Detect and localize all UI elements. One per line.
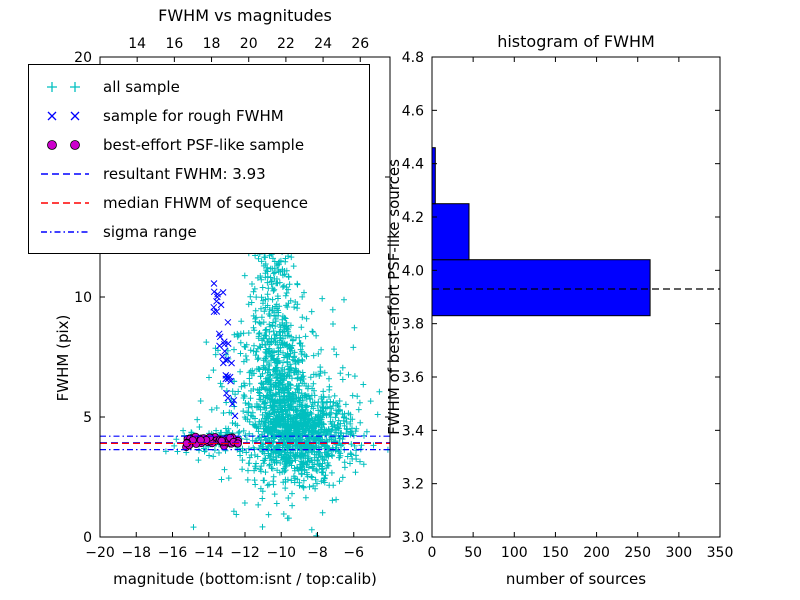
right-axes-frame bbox=[431, 56, 721, 538]
tick-label: 150 bbox=[542, 545, 569, 561]
tick-label: −14 bbox=[194, 545, 224, 561]
tick-label: 350 bbox=[707, 545, 734, 561]
tick-label: 4.2 bbox=[402, 210, 424, 226]
left-yaxis-label: FWHM (pix) bbox=[54, 314, 72, 402]
tick-label: −8 bbox=[307, 545, 328, 561]
tick-label: 24 bbox=[314, 36, 332, 52]
tick-label: 3.8 bbox=[402, 317, 424, 333]
left-xaxis-label: magnitude (bottom:isnt / top:calib) bbox=[113, 570, 377, 588]
circle-marker-glyph bbox=[70, 139, 80, 150]
legend-entry: all sample bbox=[37, 72, 361, 101]
tick-label: −6 bbox=[343, 545, 364, 561]
tick-label: 4.6 bbox=[402, 103, 424, 119]
tick-label: 100 bbox=[501, 545, 528, 561]
dashed-line-icon bbox=[41, 172, 89, 175]
circle-marker-glyph bbox=[47, 139, 57, 150]
tick-label: 50 bbox=[464, 545, 482, 561]
right-xaxis-label: number of sources bbox=[505, 570, 647, 588]
histogram-bar bbox=[431, 203, 470, 261]
plus-marker-icon bbox=[47, 81, 80, 92]
tick-label: 0 bbox=[428, 545, 437, 561]
right-yaxis-label: FWHM of best-effort PSF-like sources bbox=[385, 159, 403, 435]
x-marker-glyph bbox=[47, 111, 80, 120]
right-plot-title: histogram of FWHM bbox=[497, 32, 655, 51]
tick-label: −12 bbox=[230, 545, 260, 561]
tick-label: 0 bbox=[83, 530, 92, 546]
legend-entry-label: resultant FWHM: 3.93 bbox=[103, 164, 266, 183]
legend-entry-label: median FHWM of sequence bbox=[103, 193, 308, 212]
tick-label: 200 bbox=[583, 545, 610, 561]
legend-entry: sample for rough FWHM bbox=[37, 101, 361, 130]
tick-label: −10 bbox=[266, 545, 296, 561]
legend-entry-label: all sample bbox=[103, 77, 180, 96]
legend-entry: median FHWM of sequence bbox=[37, 188, 361, 217]
dashdot-line-icon bbox=[41, 230, 89, 233]
tick-label: 14 bbox=[128, 36, 146, 52]
legend-entry: best-effort PSF-like sample bbox=[37, 130, 361, 159]
tick-label: 3.0 bbox=[402, 530, 424, 546]
tick-label: 3.4 bbox=[402, 423, 424, 439]
tick-label: −16 bbox=[158, 545, 188, 561]
legend-entry: sigma range bbox=[37, 217, 361, 246]
tick-label: 4.4 bbox=[402, 157, 424, 173]
left-plot-title: FWHM vs magnitudes bbox=[158, 6, 332, 25]
dashed-line-icon bbox=[41, 201, 89, 204]
tick-label: −18 bbox=[121, 545, 151, 561]
legend-entry-label: best-effort PSF-like sample bbox=[103, 135, 305, 154]
legend-entry: resultant FWHM: 3.93 bbox=[37, 159, 361, 188]
legend-entry-label: sigma range bbox=[103, 222, 197, 241]
tick-label: 250 bbox=[624, 545, 651, 561]
tick-label: 4.0 bbox=[402, 263, 424, 279]
histogram-bar bbox=[431, 259, 651, 317]
tick-label: 3.2 bbox=[402, 477, 424, 493]
tick-label: 16 bbox=[165, 36, 183, 52]
x-marker-icon bbox=[47, 111, 80, 120]
tick-label: −20 bbox=[85, 545, 115, 561]
circle-marker-icon bbox=[47, 139, 80, 150]
tick-label: 26 bbox=[351, 36, 369, 52]
tick-label: 20 bbox=[240, 36, 258, 52]
plus-marker-glyph bbox=[47, 81, 80, 92]
tick-label: 18 bbox=[203, 36, 221, 52]
tick-label: 5 bbox=[83, 410, 92, 426]
tick-label: 10 bbox=[74, 290, 92, 306]
tick-label: 300 bbox=[665, 545, 692, 561]
legend: all sample sample for rough FWHM best-ef… bbox=[28, 64, 370, 254]
legend-entry-label: sample for rough FWHM bbox=[103, 106, 284, 125]
tick-label: 22 bbox=[277, 36, 295, 52]
tick-label: 4.8 bbox=[402, 50, 424, 66]
scatter-x-series bbox=[210, 280, 239, 420]
tick-label: 20 bbox=[74, 50, 92, 66]
tick-label: 3.6 bbox=[402, 370, 424, 386]
